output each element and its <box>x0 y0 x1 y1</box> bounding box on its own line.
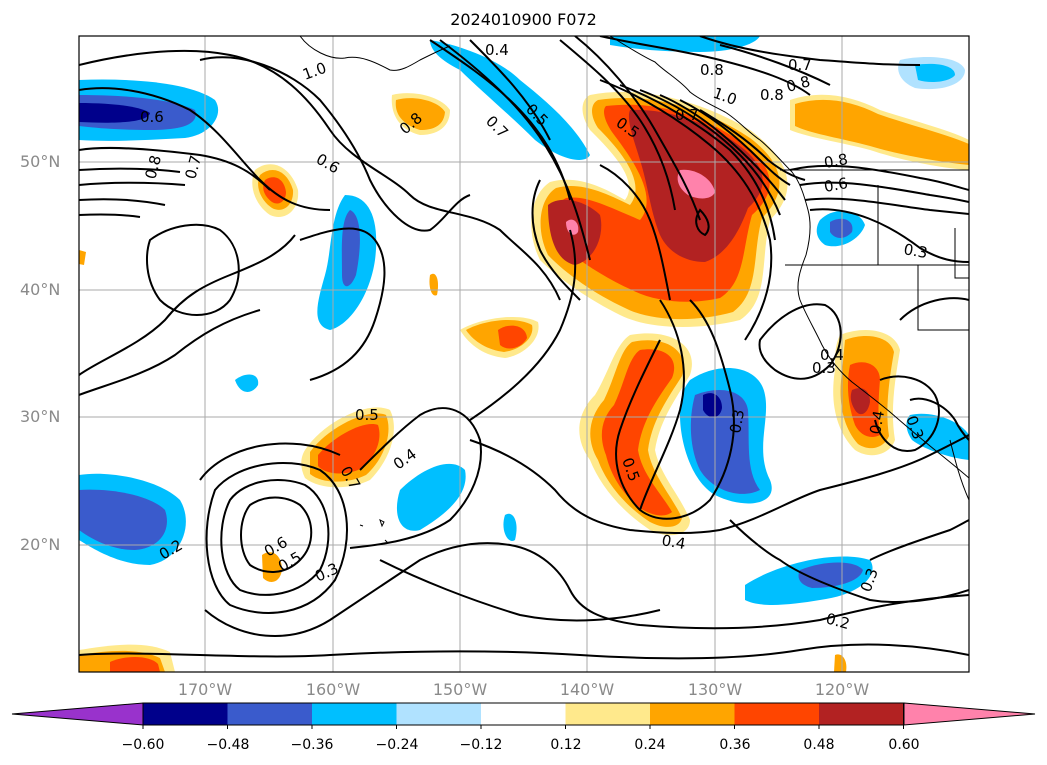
plot-area: 0.4 0.5 0.7 1.0 0.8 0.6 0.8 0.7 0.6 0.5 … <box>79 36 969 672</box>
plot-frame <box>78 35 970 673</box>
colorbar-bin <box>481 703 566 725</box>
blue-core-130w <box>690 390 760 494</box>
contour-label: 0.7 <box>675 106 699 124</box>
blue-core-se <box>798 562 863 588</box>
negative-anomaly-fill <box>79 36 969 605</box>
contour-label: 0.4 <box>820 346 844 364</box>
contour-label: 0.4 <box>660 531 687 553</box>
colorbar-bin <box>143 703 228 725</box>
warm-region-158w-orange <box>395 98 445 130</box>
contour-label: 0.8 <box>784 72 812 96</box>
colorbar-bin <box>312 703 397 725</box>
colorbar-bins <box>142 702 904 726</box>
pink-core-main <box>677 169 715 199</box>
blue-region-central-s <box>396 463 466 531</box>
lat-label-50n: 50°N <box>20 152 61 171</box>
warm-region-sw-bottom-red <box>110 656 160 672</box>
contour-label: 0.8 <box>760 86 784 104</box>
warm-region-ne-orange <box>795 99 969 165</box>
contour-label: 0.3 <box>812 359 836 377</box>
contour-lines <box>79 36 969 660</box>
contour-label: 0.3 <box>902 240 929 262</box>
graticule <box>79 36 969 672</box>
lat-label-40n: 40°N <box>20 280 61 299</box>
lon-label-150w: 150°W <box>432 680 488 699</box>
warm-region-south-red <box>601 349 675 516</box>
blue-core-coast-ne <box>915 63 955 83</box>
colorbar-ticks <box>142 725 904 729</box>
colorbar-tick-label: 0.24 <box>634 737 666 753</box>
blue-core-ca <box>830 218 853 238</box>
colorbar-bin <box>734 703 819 725</box>
contour-label: 0.8 <box>823 150 850 172</box>
contour-label: 0.2 <box>824 609 852 633</box>
warm-region-145w-red <box>498 325 527 349</box>
colorbar-tick-label: −0.36 <box>290 737 334 753</box>
contour-label: 0.7 <box>181 153 205 181</box>
colorbar <box>11 702 1036 729</box>
map-title: 2024010900 F072 <box>450 10 597 29</box>
lat-label-30n: 30°N <box>20 407 61 426</box>
contour-label: 0.3 <box>726 408 748 435</box>
colorbar-bin <box>565 703 650 725</box>
blue-region-top <box>610 36 760 52</box>
coastlines <box>299 36 969 544</box>
colorbar-bin <box>227 703 312 725</box>
colorbar-extend-left <box>11 702 144 726</box>
contour-label: 0.6 <box>823 174 850 196</box>
contour-label: 0.5 <box>355 406 379 424</box>
warm-region-baja-darkred <box>850 388 870 415</box>
colorbar-tick-label: −0.60 <box>121 737 165 753</box>
lon-label-160w: 160°W <box>305 680 361 699</box>
contour-label: 0.4 <box>866 409 888 436</box>
lon-label-130w: 130°W <box>687 680 743 699</box>
colorbar-tick-label: 0.36 <box>719 737 751 753</box>
navy-region-nw <box>79 103 150 123</box>
contour-label: 0.8 <box>700 61 724 79</box>
colorbar-bin <box>819 703 904 725</box>
contour-label: 0.4 <box>485 41 509 59</box>
colorbar-extend-right <box>903 702 1036 726</box>
lon-label-170w: 170°W <box>177 680 233 699</box>
colorbar-tick-label: −0.48 <box>206 737 250 753</box>
colorbar-tick-label: −0.24 <box>375 737 419 753</box>
warm-small-2 <box>834 654 847 672</box>
colorbar-tick-label: 0.60 <box>888 737 920 753</box>
colorbar-tick-label: 0.48 <box>803 737 835 753</box>
contour-label: 0.6 <box>140 108 164 126</box>
pink-core-west <box>566 219 579 235</box>
lon-label-140w: 140°W <box>559 680 615 699</box>
blue-region-baja <box>906 413 969 460</box>
warm-small-3 <box>79 250 86 265</box>
colorbar-tick-label: 0.12 <box>550 737 582 753</box>
blue-small-2 <box>503 513 517 541</box>
blue-small-1 <box>235 374 259 392</box>
lon-label-120w: 120°W <box>814 680 870 699</box>
warm-region-165w-south <box>262 552 282 582</box>
lat-label-20n: 20°N <box>20 535 61 554</box>
colorbar-bin <box>650 703 735 725</box>
contour-label: 0.7 <box>788 56 812 74</box>
contour-label: 0.8 <box>141 153 165 181</box>
colorbar-bin <box>396 703 481 725</box>
colorbar-tick-label: −0.12 <box>459 737 503 753</box>
blue-core-sw <box>79 489 167 550</box>
navy-core-130w <box>703 393 722 418</box>
